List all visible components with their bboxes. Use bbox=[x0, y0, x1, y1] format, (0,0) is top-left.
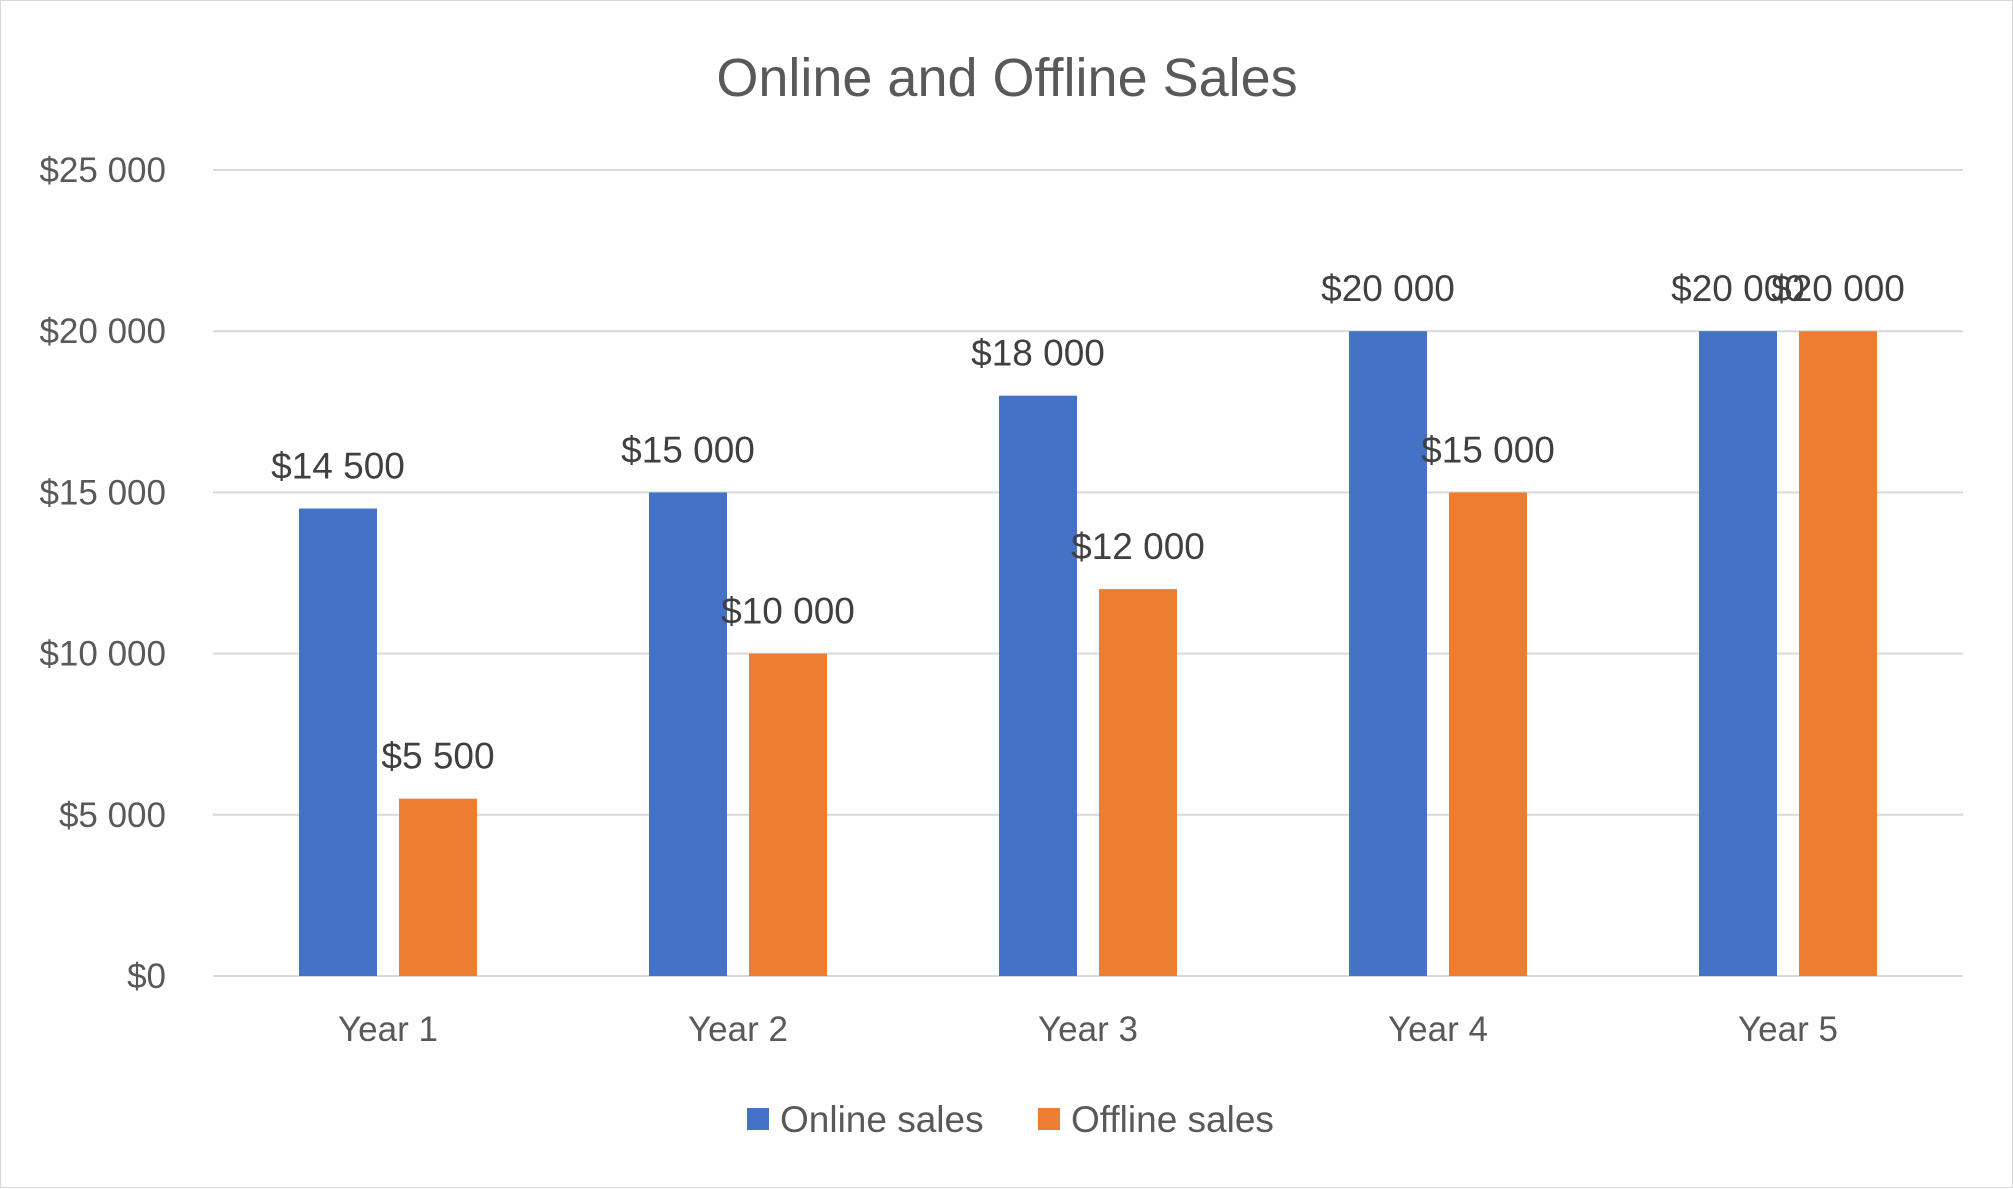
data-label: $14 500 bbox=[271, 446, 405, 487]
bar-online-sales bbox=[299, 508, 377, 976]
bars bbox=[299, 331, 1877, 976]
y-axis-ticks: $0 $5 000 $10 000 $15 000 $20 000 $25 000 bbox=[39, 151, 166, 996]
data-labels: $14 500 $5 500 $15 000 $10 000 $18 000 $12 00… bbox=[271, 268, 1905, 776]
y-tick-label: $25 000 bbox=[39, 151, 166, 190]
x-tick-label: Year 1 bbox=[338, 1010, 438, 1049]
legend-swatch bbox=[1038, 1108, 1060, 1130]
data-label: $20 000 bbox=[1771, 268, 1905, 309]
y-tick-label: $15 000 bbox=[39, 473, 166, 512]
y-tick-label: $20 000 bbox=[39, 312, 166, 351]
chart-title: Online and Offline Sales bbox=[716, 48, 1297, 108]
x-tick-label: Year 5 bbox=[1738, 1010, 1838, 1049]
legend-item-offline-sales: Offline sales bbox=[1038, 1099, 1274, 1140]
y-tick-label: $10 000 bbox=[39, 635, 166, 674]
gridlines bbox=[213, 169, 1963, 977]
y-tick-label: $5 000 bbox=[59, 796, 166, 835]
data-label: $15 000 bbox=[1421, 429, 1555, 470]
bar-online-sales bbox=[999, 395, 1077, 976]
data-label: $5 500 bbox=[381, 736, 494, 777]
data-label: $18 000 bbox=[971, 333, 1105, 374]
bar-online-sales bbox=[1349, 331, 1427, 976]
data-label: $20 000 bbox=[1671, 268, 1805, 309]
bar-online-sales bbox=[649, 492, 727, 976]
bar-offline-sales bbox=[1449, 492, 1527, 976]
legend-item-online-sales: Online sales bbox=[747, 1099, 984, 1140]
x-tick-label: Year 3 bbox=[1038, 1010, 1138, 1049]
data-label: $20 000 bbox=[1321, 268, 1455, 309]
bar-offline-sales bbox=[1099, 589, 1177, 976]
x-axis-ticks: Year 1 Year 2 Year 3 Year 4 Year 5 bbox=[338, 1010, 1838, 1049]
bar-offline-sales bbox=[399, 798, 477, 976]
x-tick-label: Year 4 bbox=[1388, 1010, 1488, 1049]
legend-swatch bbox=[747, 1108, 769, 1130]
bar-offline-sales bbox=[1799, 331, 1877, 976]
bar-offline-sales bbox=[749, 653, 827, 976]
legend: Online sales Offline sales bbox=[747, 1099, 1274, 1140]
legend-label: Offline sales bbox=[1071, 1099, 1274, 1140]
data-label: $12 000 bbox=[1071, 526, 1205, 567]
data-label: $15 000 bbox=[621, 429, 755, 470]
legend-label: Online sales bbox=[780, 1099, 984, 1140]
x-tick-label: Year 2 bbox=[688, 1010, 788, 1049]
bar-online-sales bbox=[1699, 331, 1777, 976]
data-label: $10 000 bbox=[721, 591, 855, 632]
y-tick-label: $0 bbox=[127, 957, 166, 996]
